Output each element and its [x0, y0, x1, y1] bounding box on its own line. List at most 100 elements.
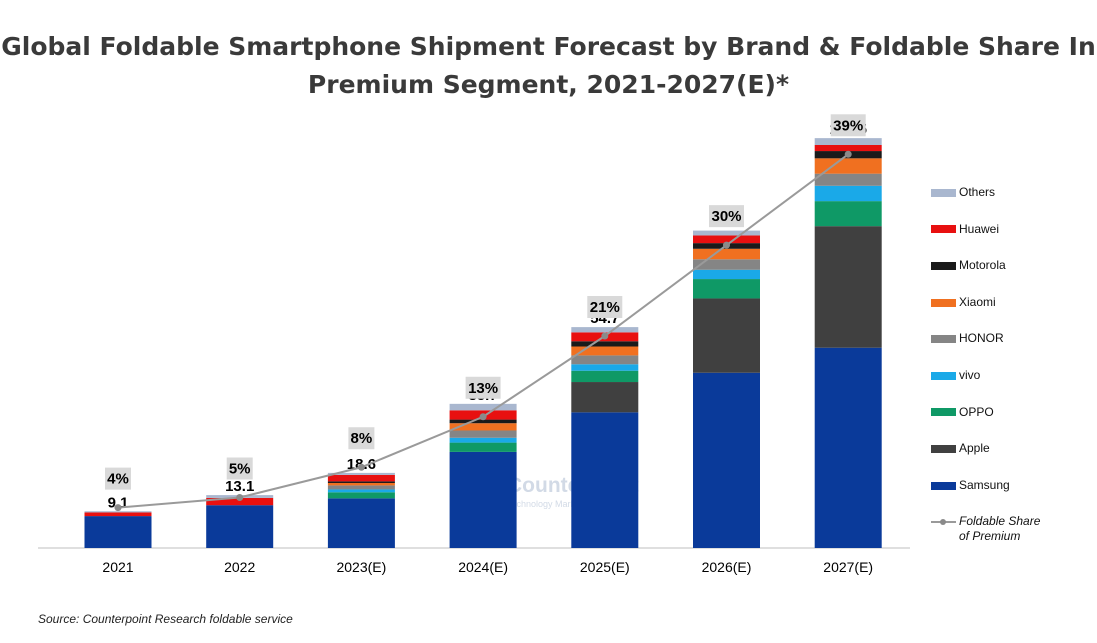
- bar-segment-oppo-2023-e: [327, 492, 395, 499]
- legend-item-foldable-share-of-premium: Foldable Share of Premium: [931, 514, 1040, 544]
- share-label-box-2024-e: [465, 376, 501, 399]
- chart-title-line-2: Premium Segment, 2021-2027(E)*: [307, 70, 790, 99]
- share-label-box-2021: [105, 467, 131, 490]
- legend-item-apple: Apple: [931, 441, 990, 455]
- share-label-box-2025-e: [587, 296, 623, 318]
- bar-segment-apple-2026-e: [693, 298, 760, 373]
- bar-segment-samsung-2025-e: [571, 412, 639, 548]
- legend-item-huawei: Huawei: [931, 222, 999, 236]
- bar-segment-vivo-2023-e: [327, 489, 395, 493]
- bar-segment-oppo-2026-e: [693, 279, 760, 299]
- bar-segment-huawei-2021: [84, 512, 152, 517]
- bar-segment-xiaomi-2025-e: [571, 346, 639, 356]
- bar-segment-honor-2023-e: [327, 485, 395, 490]
- legend-swatch-huawei: [931, 225, 956, 234]
- bar-segment-xiaomi-2027-e: [814, 158, 882, 174]
- share-label-2023-e: 8%: [351, 430, 373, 447]
- legend-line-marker-icon: [931, 516, 956, 528]
- legend-swatch-oppo: [931, 408, 956, 417]
- share-label-2025-e: 21%: [590, 299, 620, 316]
- bar-segment-apple-2027-e: [814, 226, 882, 348]
- bar-segment-others-2026-e: [693, 230, 760, 236]
- bar-segment-others-2024-e: [449, 403, 517, 411]
- legend-label-xiaomi: Xiaomi: [959, 294, 996, 309]
- bar-segment-motorola-2025-e: [571, 341, 639, 347]
- bar-segment-samsung-2022: [206, 505, 274, 548]
- legend-label-huawei: Huawei: [959, 221, 1000, 236]
- legend-swatch-motorola: [931, 262, 956, 271]
- share-point-2023-e: [357, 463, 365, 471]
- x-tick-label-2021: 2021: [102, 559, 133, 575]
- legend-label-honor: HONOR: [959, 331, 1004, 346]
- legend-item-oppo: OPPO: [931, 405, 994, 419]
- legend-label-others: Others: [959, 185, 996, 199]
- bar-segment-others-2025-e: [571, 327, 639, 333]
- share-label-box-2026-e: [709, 205, 744, 228]
- x-tick-label-2026-e: 2026(E): [702, 559, 752, 575]
- bar-segment-honor-2025-e: [571, 355, 639, 365]
- watermark-tagline: Technology Market Research: [507, 499, 624, 509]
- legend-item-others: Others: [931, 185, 995, 199]
- bar-segment-samsung-2023-e: [327, 498, 395, 548]
- bar-segment-vivo-2027-e: [814, 185, 882, 202]
- legend-label-oppo: OPPO: [959, 404, 994, 419]
- legend-swatch-apple: [931, 445, 956, 454]
- bar-segment-motorola-2023-e: [327, 481, 395, 483]
- bar-segment-samsung-2027-e: [814, 347, 882, 548]
- share-point-2025-e: [601, 332, 609, 340]
- bar-segment-huawei-2027-e: [814, 144, 882, 152]
- legend-swatch-vivo: [931, 371, 956, 380]
- legend-item-honor: HONOR: [931, 331, 1004, 345]
- total-label-2022: 13.1: [225, 478, 254, 495]
- bar-segment-samsung-2026-e: [693, 372, 760, 548]
- bar-segment-samsung-2024-e: [449, 451, 517, 548]
- legend-label-apple: Apple: [959, 441, 990, 456]
- share-label-box-2027-e: [830, 114, 866, 137]
- share-label-box-2023-e: [348, 427, 375, 450]
- bar-segment-oppo-2025-e: [571, 370, 639, 383]
- x-tick-label-2025-e: 2025(E): [580, 559, 630, 575]
- bar-segment-oppo-2027-e: [814, 201, 882, 227]
- legend-swatch-samsung: [931, 481, 956, 490]
- legend-item-motorola: Motorola: [931, 258, 1006, 272]
- share-point-2024-e: [479, 413, 487, 421]
- x-tick-label-2022: 2022: [224, 559, 255, 575]
- legend-item-xiaomi: Xiaomi: [931, 295, 996, 309]
- legend-swatch-xiaomi: [931, 298, 956, 307]
- bar-segment-others-2023-e: [327, 472, 395, 475]
- x-tick-label-2027-e: 2027(E): [823, 559, 873, 575]
- bar-segment-xiaomi-2023-e: [327, 482, 395, 486]
- bar-segment-huawei-2022: [206, 497, 274, 506]
- bar-segment-motorola-2024-e: [449, 419, 517, 424]
- bar-segment-vivo-2026-e: [693, 269, 760, 280]
- legend-item-samsung: Samsung: [931, 478, 1010, 492]
- share-point-2027-e: [844, 150, 852, 158]
- bar-segment-samsung-2021: [84, 516, 152, 548]
- bar-segment-xiaomi-2024-e: [449, 423, 517, 431]
- share-point-2022: [236, 494, 244, 502]
- share-label-2026-e: 30%: [711, 208, 741, 225]
- legend-label-foldable-share-of-premium: Foldable Share of Premium: [959, 514, 1040, 544]
- share-label-2022: 5%: [229, 461, 251, 478]
- x-tick-label-2023-e: 2023(E): [336, 559, 386, 575]
- bar-segment-others-2027-e: [814, 138, 882, 145]
- bar-segment-honor-2024-e: [449, 430, 517, 438]
- share-label-2021: 4%: [107, 471, 129, 488]
- legend-label-motorola: Motorola: [959, 258, 1006, 273]
- share-point-2026-e: [723, 241, 730, 249]
- x-tick-label-2024-e: 2024(E): [458, 559, 508, 575]
- bar-segment-others-2021: [84, 511, 152, 513]
- legend-label-samsung: Samsung: [959, 477, 1010, 492]
- chart-title: Global Foldable Smartphone Shipment Fore…: [0, 28, 1097, 104]
- bar-segment-oppo-2024-e: [449, 442, 517, 452]
- legend-line-label-part: Foldable Share: [959, 514, 1041, 529]
- bar-segment-huawei-2023-e: [327, 474, 395, 482]
- legend-item-vivo: vivo: [931, 368, 980, 382]
- share-label-2024-e: 13%: [468, 380, 498, 397]
- chart-title-line-1: Global Foldable Smartphone Shipment Fore…: [1, 32, 1096, 61]
- bar-segment-vivo-2025-e: [571, 364, 639, 371]
- share-point-2021: [114, 504, 122, 512]
- legend-swatch-others: [931, 188, 956, 197]
- legend-swatch-honor: [931, 335, 956, 344]
